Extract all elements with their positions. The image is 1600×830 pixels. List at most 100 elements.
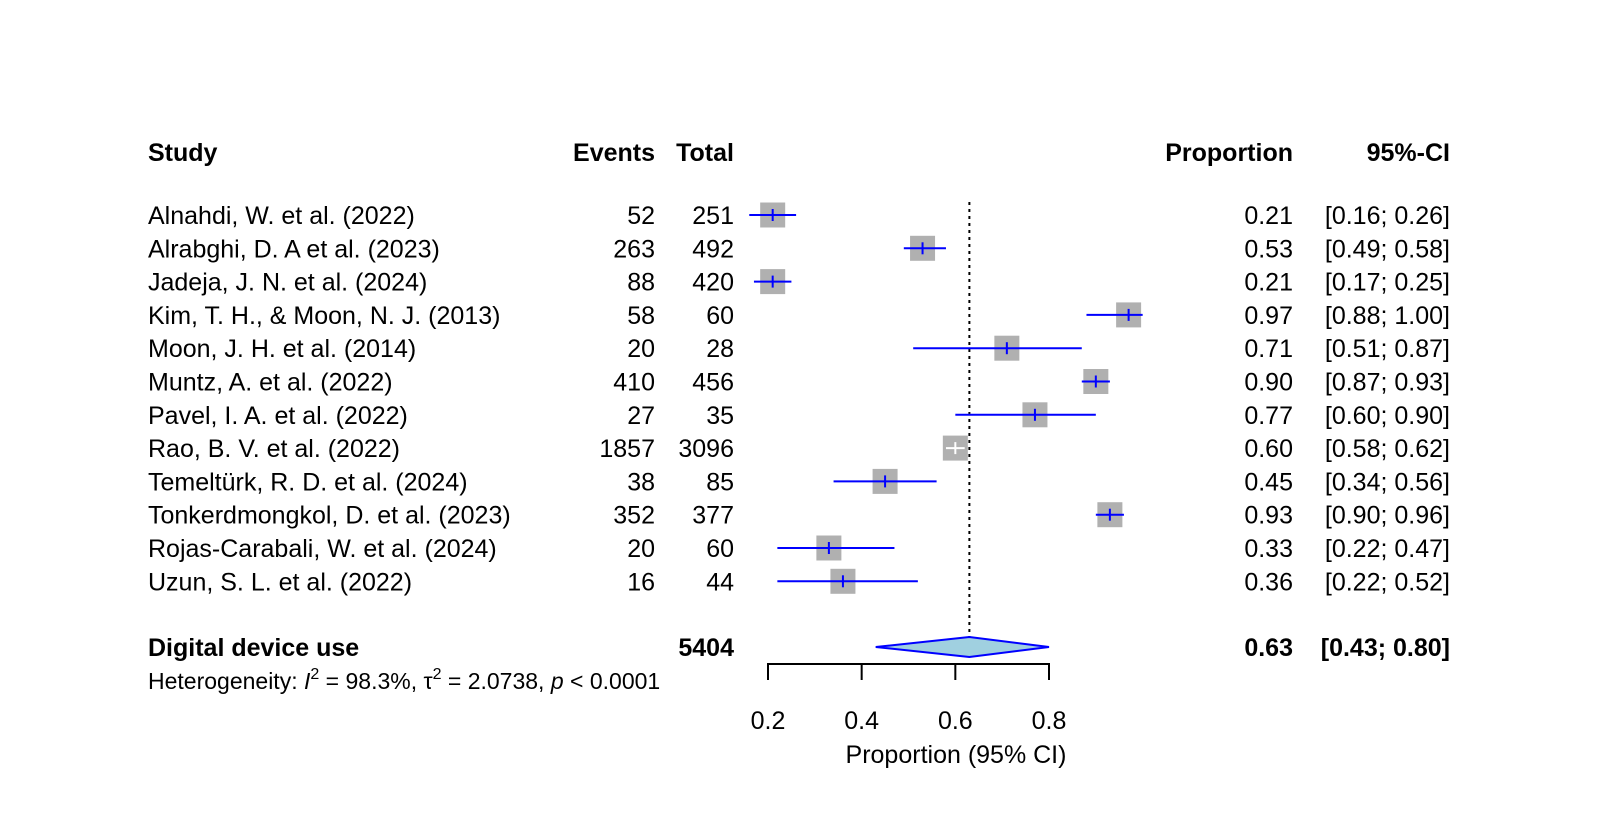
study-total: 456 — [692, 369, 734, 397]
study-proportion: 0.97 — [1244, 302, 1293, 330]
study-name: Rao, B. V. et al. (2022) — [148, 435, 400, 463]
i2-superscript: 2 — [310, 666, 319, 683]
study-events: 263 — [613, 235, 655, 263]
p-value: < 0.0001 — [564, 668, 661, 694]
header-total: Total — [676, 139, 734, 167]
study-row: Kim, T. H., & Moon, N. J. (2013) 58 60 0.97… — [148, 302, 1450, 330]
study-proportion: 0.93 — [1244, 502, 1293, 530]
study-row: Alrabghi, D. A et al. (2023) 263 492 0.53 [0… — [148, 235, 1450, 263]
summary-proportion: 0.63 — [1244, 634, 1293, 662]
study-name: Rojas-Carabali, W. et al. (2024) — [148, 535, 497, 563]
study-total: 35 — [706, 402, 734, 430]
study-ci: [0.22; 0.47] — [1325, 535, 1450, 563]
i2-value: = 98.3%, — [319, 668, 423, 694]
x-tick-label: 0.8 — [1032, 707, 1067, 735]
study-row: Uzun, S. L. et al. (2022) 16 44 0.36 [0.22; … — [148, 568, 1450, 596]
heterogeneity-text: Heterogeneity: I2 = 98.3%, τ2 = 2.0738, … — [148, 666, 660, 694]
study-row: Moon, J. H. et al. (2014) 20 28 0.71 [0.51; … — [148, 335, 1450, 363]
study-proportion: 0.21 — [1244, 202, 1293, 230]
study-events: 352 — [613, 502, 655, 530]
study-proportion: 0.36 — [1244, 568, 1293, 596]
study-total: 492 — [692, 235, 734, 263]
study-ci: [0.88; 1.00] — [1325, 302, 1450, 330]
study-ci: [0.17; 0.25] — [1325, 269, 1450, 297]
study-name: Alrabghi, D. A et al. (2023) — [148, 235, 440, 263]
study-ci: [0.16; 0.26] — [1325, 202, 1450, 230]
study-ci: [0.22; 0.52] — [1325, 568, 1450, 596]
x-tick-label: 0.4 — [844, 707, 879, 735]
heterogeneity-prefix: Heterogeneity: — [148, 668, 304, 694]
summary-row: Digital device use 5404 0.63 [0.43; 0.80… — [148, 634, 1450, 662]
study-events: 38 — [627, 468, 655, 496]
study-proportion: 0.71 — [1244, 335, 1293, 363]
study-row: Alnahdi, W. et al. (2022) 52 251 0.21 [0.16;… — [148, 202, 1450, 230]
study-events: 52 — [627, 202, 655, 230]
x-axis-ticks: 0.2 0.4 0.6 0.8 — [751, 664, 1067, 735]
study-proportion: 0.53 — [1244, 235, 1293, 263]
study-ci: [0.49; 0.58] — [1325, 235, 1450, 263]
study-total: 251 — [692, 202, 734, 230]
study-total: 44 — [706, 568, 734, 596]
tau2-symbol: τ — [424, 668, 433, 694]
study-events: 58 — [627, 302, 655, 330]
study-ci: [0.90; 0.96] — [1325, 502, 1450, 530]
study-proportion: 0.21 — [1244, 269, 1293, 297]
study-ci: [0.51; 0.87] — [1325, 335, 1450, 363]
x-axis-label: Proportion (95% CI) — [846, 741, 1067, 769]
study-ci: [0.60; 0.90] — [1325, 402, 1450, 430]
header-row: Study Events Total Proportion 95%-CI — [148, 139, 1450, 167]
study-total: 60 — [706, 302, 734, 330]
study-events: 27 — [627, 402, 655, 430]
study-row: Tonkerdmongkol, D. et al. (2023) 352 377 0.… — [148, 502, 1450, 530]
summary-label: Digital device use — [148, 634, 359, 662]
summary-ci: [0.43; 0.80] — [1321, 634, 1450, 662]
study-total: 3096 — [678, 435, 734, 463]
header-study: Study — [148, 139, 218, 167]
study-events: 20 — [627, 535, 655, 563]
study-proportion: 0.77 — [1244, 402, 1293, 430]
i2-symbol: I — [304, 668, 311, 694]
study-events: 16 — [627, 568, 655, 596]
header-ci: 95%-CI — [1367, 139, 1450, 167]
study-name: Jadeja, J. N. et al. (2024) — [148, 269, 427, 297]
study-name: Tonkerdmongkol, D. et al. (2023) — [148, 502, 511, 530]
study-total: 28 — [706, 335, 734, 363]
x-axis: 0.2 0.4 0.6 0.8 Proportion (95% CI) — [751, 663, 1067, 769]
study-total: 60 — [706, 535, 734, 563]
study-name: Uzun, S. L. et al. (2022) — [148, 568, 412, 596]
tau2-superscript: 2 — [433, 666, 442, 683]
study-ci: [0.87; 0.93] — [1325, 369, 1450, 397]
tau2-value: = 2.0738, — [442, 668, 551, 694]
study-name: Muntz, A. et al. (2022) — [148, 369, 393, 397]
study-proportion: 0.45 — [1244, 468, 1293, 496]
study-events: 20 — [627, 335, 655, 363]
study-name: Kim, T. H., & Moon, N. J. (2013) — [148, 302, 500, 330]
study-row: Temeltürk, R. D. et al. (2024) 38 85 0.45 [0… — [148, 468, 1450, 496]
x-tick-label: 0.6 — [938, 707, 973, 735]
study-row: Rojas-Carabali, W. et al. (2024) 20 60 0.33… — [148, 535, 1450, 563]
study-events: 88 — [627, 269, 655, 297]
study-ci: [0.58; 0.62] — [1325, 435, 1450, 463]
summary-total: 5404 — [678, 634, 734, 662]
study-events: 1857 — [599, 435, 655, 463]
study-row: Rao, B. V. et al. (2022) 1857 3096 0.60 [0.5… — [148, 435, 1450, 463]
study-proportion: 0.60 — [1244, 435, 1293, 463]
x-tick-label: 0.2 — [751, 707, 786, 735]
study-name: Alnahdi, W. et al. (2022) — [148, 202, 415, 230]
study-row: Jadeja, J. N. et al. (2024) 88 420 0.21 [0.1… — [148, 269, 1450, 297]
study-row: Pavel, I. A. et al. (2022) 27 35 0.77 [0.60;… — [148, 402, 1450, 430]
study-total: 377 — [692, 502, 734, 530]
header-events: Events — [573, 139, 655, 167]
study-events: 410 — [613, 369, 655, 397]
study-name: Temeltürk, R. D. et al. (2024) — [148, 468, 468, 496]
header-proportion: Proportion — [1165, 139, 1293, 167]
study-rows: Alnahdi, W. et al. (2022) 52 251 0.21 [0.16;… — [148, 202, 1450, 596]
study-total: 420 — [692, 269, 734, 297]
study-proportion: 0.90 — [1244, 369, 1293, 397]
summary-diamond — [875, 635, 1050, 659]
study-total: 85 — [706, 468, 734, 496]
study-proportion: 0.33 — [1244, 535, 1293, 563]
study-name: Pavel, I. A. et al. (2022) — [148, 402, 408, 430]
study-name: Moon, J. H. et al. (2014) — [148, 335, 416, 363]
